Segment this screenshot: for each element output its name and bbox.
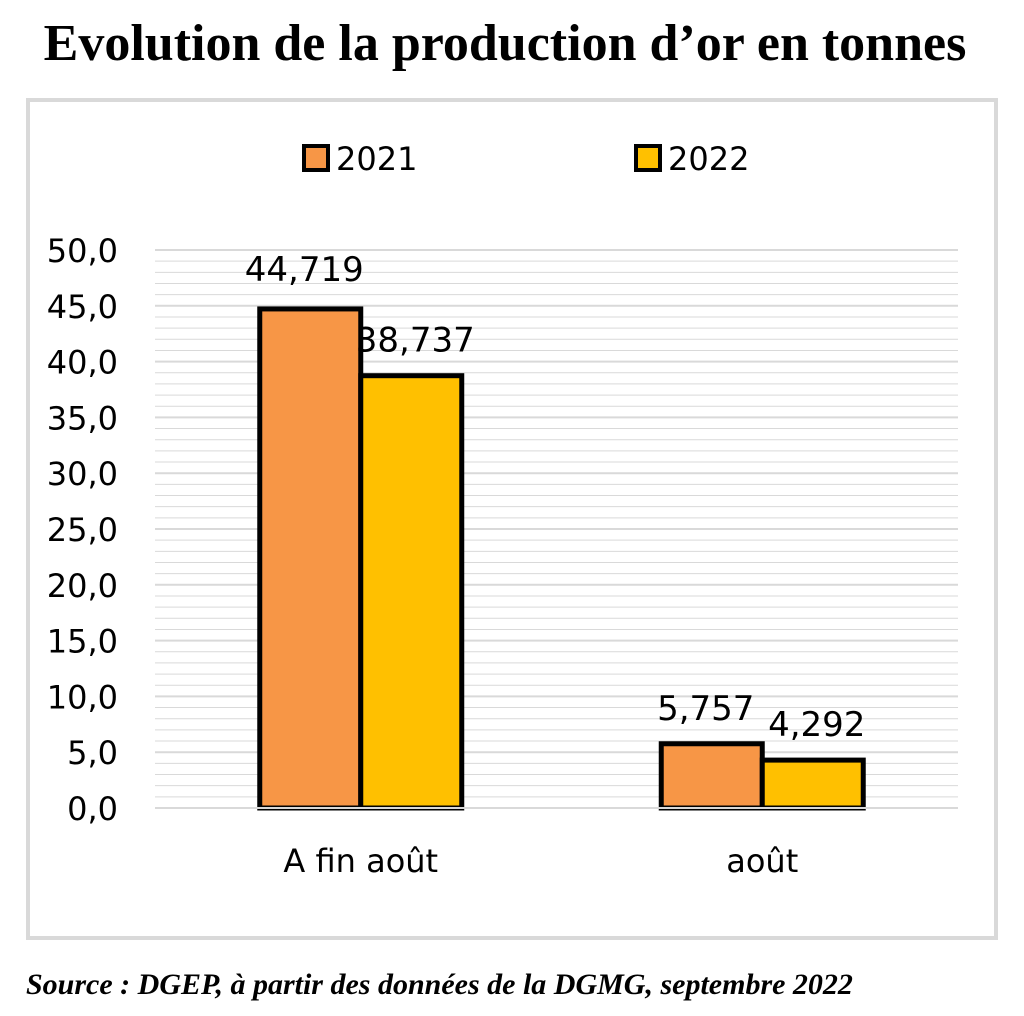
chart-title: Evolution de la production d’or en tonne… [43, 15, 967, 72]
y-tick-label: 40,0 [47, 344, 118, 382]
y-tick-label: 50,0 [47, 232, 118, 270]
bars [257, 306, 866, 811]
y-tick-label: 10,0 [47, 678, 118, 716]
y-tick-label: 25,0 [47, 511, 118, 549]
x-category-label: août [726, 842, 798, 880]
y-tick-label: 30,0 [47, 455, 118, 493]
legend-swatch [302, 144, 330, 172]
axes: 0,0 5,0 10,0 15,0 20,0 25,0 30,0 35,0 40,0 45,0 50… [47, 232, 958, 880]
legend-swatch [634, 144, 662, 172]
bar-2022-aout [759, 757, 866, 811]
y-tick-label: 45,0 [47, 288, 118, 326]
legend: 2021 2022 [302, 140, 749, 178]
y-tick-label: 35,0 [47, 399, 118, 437]
y-tick-label: 5,0 [67, 734, 118, 772]
x-category-label: A fin août [283, 842, 438, 880]
y-tick-label: 15,0 [47, 623, 118, 661]
bar-2021-aout [658, 741, 765, 811]
data-label: 4,292 [768, 705, 865, 745]
legend-label: 2022 [668, 140, 749, 178]
data-label: 5,757 [657, 689, 754, 729]
legend-label: 2021 [336, 140, 417, 178]
data-labels: 44,719 38,737 5,757 4,292 [245, 250, 866, 745]
source-note: Source : DGEP, à partir des données de l… [26, 968, 853, 1001]
data-label: 38,737 [356, 321, 475, 361]
bar-2022-a-fin-aout [358, 373, 465, 811]
bar-2021-a-fin-aout [257, 306, 364, 811]
y-tick-label: 0,0 [67, 790, 118, 828]
data-label: 44,719 [245, 250, 364, 290]
y-tick-label: 20,0 [47, 567, 118, 605]
